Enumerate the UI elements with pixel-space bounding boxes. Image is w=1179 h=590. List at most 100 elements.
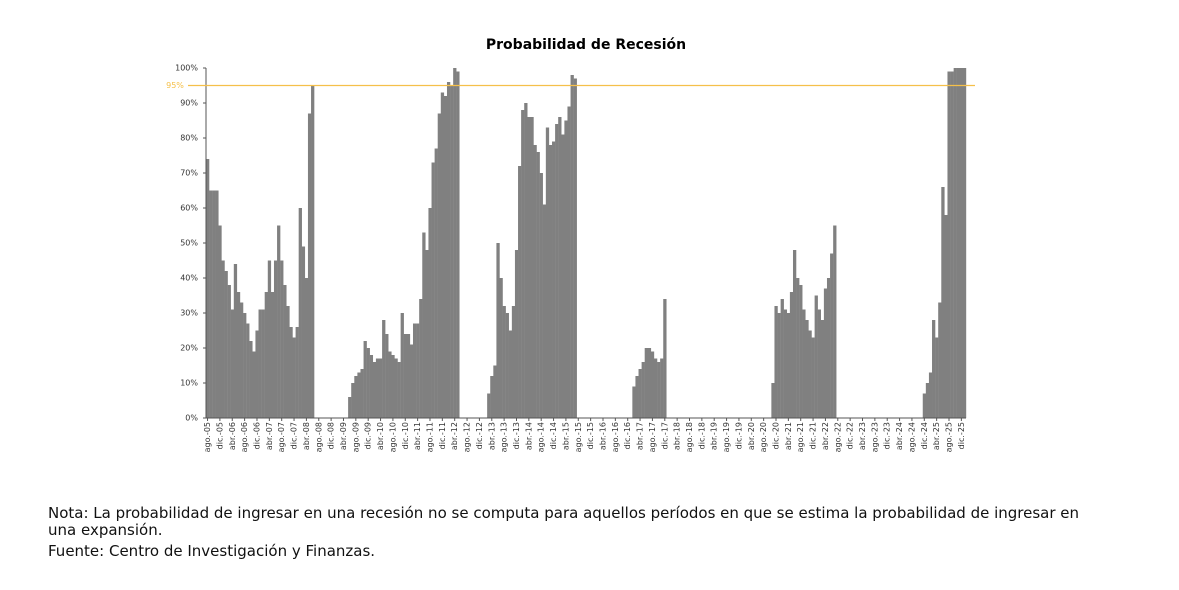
- x-tick-label: abr.-14: [524, 422, 533, 450]
- x-tick-label: ago.-17: [648, 422, 657, 452]
- bar: [443, 96, 448, 418]
- bar: [233, 264, 238, 418]
- bar: [372, 362, 377, 418]
- bar: [771, 383, 775, 418]
- x-tick-label: dic.-08: [327, 422, 336, 449]
- bar: [950, 71, 954, 418]
- bar: [527, 117, 531, 418]
- x-tick-label: abr.-08: [302, 422, 311, 450]
- bar: [518, 166, 522, 418]
- bar: [230, 309, 235, 418]
- bar: [403, 334, 408, 418]
- bar: [570, 75, 574, 418]
- x-tick-label: ago.-18: [685, 422, 694, 452]
- bar: [811, 337, 815, 418]
- bar: [567, 106, 571, 418]
- x-tick-label: ago.-20: [759, 422, 768, 452]
- bar: [391, 355, 395, 418]
- bar: [295, 327, 299, 418]
- bar: [653, 358, 658, 418]
- bar: [545, 127, 550, 418]
- bar: [206, 159, 210, 418]
- bar: [218, 225, 222, 418]
- bar: [928, 372, 933, 418]
- bar: [255, 330, 259, 418]
- bar: [286, 306, 290, 418]
- y-tick-label: 90%: [180, 99, 198, 108]
- x-tick-label: dic.-22: [846, 422, 855, 449]
- x-tick-label: ago.-16: [611, 422, 620, 452]
- bar: [932, 320, 936, 418]
- bar: [799, 285, 803, 418]
- bar: [375, 358, 380, 418]
- bar: [644, 348, 648, 418]
- bar: [298, 208, 302, 418]
- x-tick-label: abr.-10: [376, 422, 385, 450]
- bar: [351, 383, 355, 418]
- bar: [573, 78, 577, 418]
- bar: [307, 113, 312, 418]
- bar: [555, 124, 559, 418]
- bar: [212, 190, 216, 418]
- y-tick-label: 30%: [180, 309, 198, 318]
- y-tick-label: 50%: [180, 239, 198, 248]
- bar: [789, 292, 794, 418]
- bar: [400, 313, 404, 418]
- x-tick-label: ago.-10: [388, 422, 397, 452]
- bar: [938, 302, 942, 418]
- bar: [357, 372, 361, 418]
- x-tick-label: abr.-21: [784, 422, 793, 450]
- bar: [774, 306, 778, 418]
- bar: [385, 334, 389, 418]
- bar: [561, 134, 565, 418]
- x-tick-label: abr.-11: [413, 422, 422, 450]
- x-tick-label: ago.-25: [945, 422, 954, 452]
- bar: [820, 320, 825, 418]
- bar: [406, 334, 411, 418]
- bar: [533, 145, 537, 418]
- bar: [505, 313, 509, 418]
- bar: [502, 306, 506, 418]
- bar: [221, 260, 225, 418]
- x-tick-label: abr.-15: [561, 422, 570, 450]
- threshold-label: 95%: [166, 81, 184, 90]
- x-tick-label: abr.-16: [598, 422, 607, 450]
- bar: [935, 337, 939, 418]
- chart: Probabilidad de Recesión 0% 10% 20% 30% 40% 5…: [166, 37, 975, 452]
- bar: [808, 330, 812, 418]
- bar: [267, 260, 272, 418]
- bar: [409, 344, 414, 418]
- bar: [431, 162, 435, 418]
- y-tick-label: 10%: [180, 379, 198, 388]
- source: Fuente: Centro de Investigación y Finanz…: [48, 542, 376, 560]
- bar: [944, 215, 948, 418]
- bar: [450, 85, 454, 418]
- bar: [440, 92, 445, 418]
- x-tick-label: abr.-12: [450, 422, 459, 450]
- bar: [959, 68, 964, 418]
- bar: [962, 68, 967, 418]
- bar: [542, 204, 547, 418]
- y-tick-label: 0%: [185, 414, 198, 423]
- bar: [805, 320, 809, 418]
- bar: [283, 285, 287, 418]
- bar: [227, 285, 231, 418]
- x-tick-label: dic.-18: [697, 422, 706, 449]
- x-tick-label: ago.-14: [537, 422, 546, 452]
- bar: [273, 260, 278, 418]
- bar: [215, 190, 219, 418]
- x-tick-label: dic.-07: [290, 422, 299, 449]
- bar: [354, 376, 358, 418]
- bar: [348, 397, 352, 418]
- x-tick-label: dic.-06: [252, 422, 261, 449]
- y-tick-label: 20%: [180, 344, 198, 353]
- x-tick-label: dic.-11: [438, 422, 447, 449]
- x-tick-label: abr.-18: [673, 422, 682, 450]
- bar: [833, 225, 837, 418]
- bar: [922, 393, 927, 418]
- bar: [792, 250, 797, 418]
- x-tick-label: ago.-15: [574, 422, 583, 452]
- x-tick-label: dic.-16: [623, 422, 632, 449]
- x-tick-label: abr.-17: [636, 422, 645, 450]
- bar: [941, 187, 945, 418]
